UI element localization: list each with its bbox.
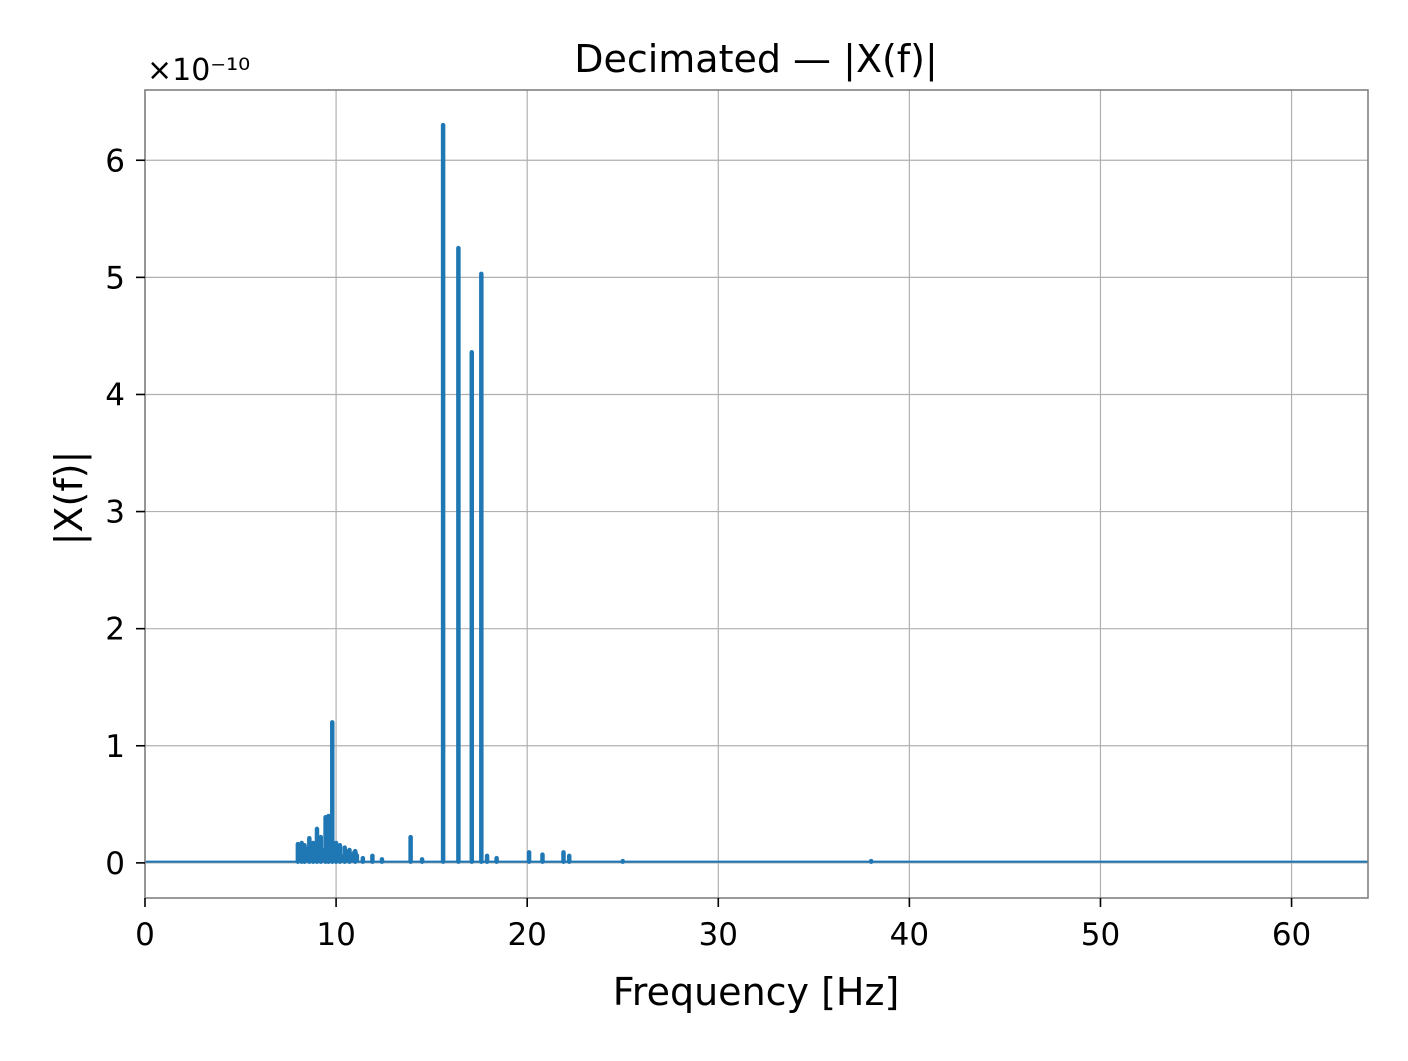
y-tick-label: 3	[105, 495, 125, 531]
x-tick-label: 30	[699, 917, 738, 953]
plot-frame	[144, 89, 1369, 899]
x-tick-label: 10	[316, 917, 355, 953]
y-tick-label: 5	[105, 260, 125, 296]
y-axis-label: |X(f)|	[47, 451, 92, 546]
x-tick-label: 20	[507, 917, 546, 953]
y-offset-label: ×10⁻¹⁰	[147, 53, 250, 88]
series-layer	[145, 122, 1368, 864]
chart-title: Decimated — |X(f)|	[574, 37, 938, 82]
y-tick-label: 2	[105, 612, 125, 648]
x-tick-label: 40	[890, 917, 929, 953]
y-tick-label: 4	[105, 377, 125, 413]
y-tick-label: 0	[105, 846, 125, 882]
y-tick-label: 1	[105, 729, 125, 765]
y-axis-ticks: 0 1 2 3 4 5 6	[105, 143, 145, 882]
x-axis-label: Frequency [Hz]	[613, 970, 900, 1014]
y-tick-label: 6	[105, 143, 125, 179]
x-axis-ticks: 0 10 20 30 40 50 60	[135, 898, 1311, 953]
x-tick-label: 0	[135, 917, 155, 953]
x-tick-label: 60	[1272, 917, 1311, 953]
x-tick-label: 50	[1081, 917, 1120, 953]
